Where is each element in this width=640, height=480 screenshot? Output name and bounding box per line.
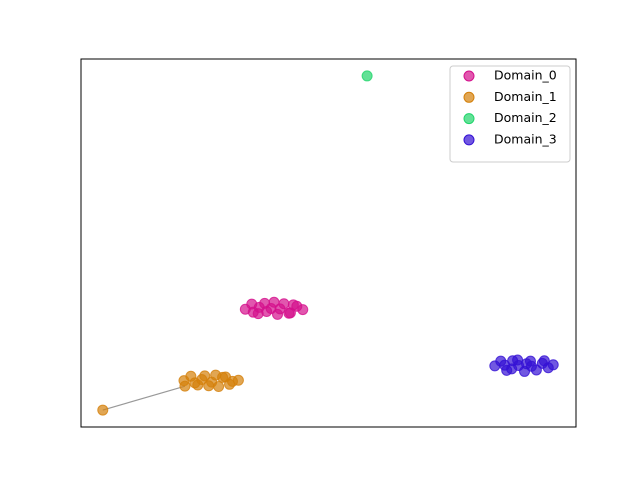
point	[210, 369, 222, 381]
point	[253, 301, 265, 313]
point	[224, 378, 235, 390]
point	[232, 374, 244, 386]
point	[268, 296, 280, 308]
point	[196, 374, 208, 386]
legend-label: Domain_3	[494, 131, 557, 146]
legend-label: Domain_0	[494, 68, 557, 83]
legend-label: Domain_1	[494, 89, 557, 104]
point	[506, 363, 518, 375]
connector	[102, 385, 186, 411]
legend-box	[449, 65, 571, 163]
legend-swatch	[463, 113, 475, 125]
point	[287, 299, 299, 311]
point	[213, 381, 225, 393]
legend-swatch	[463, 70, 475, 82]
point	[297, 304, 309, 316]
point	[361, 70, 373, 82]
legend-swatch	[463, 134, 475, 146]
point	[521, 358, 532, 370]
plot-frame	[80, 58, 577, 428]
legend-swatch	[463, 91, 475, 103]
point	[283, 307, 295, 319]
point	[203, 380, 215, 392]
point	[97, 404, 109, 416]
point	[538, 355, 550, 367]
point	[547, 359, 559, 371]
legend-label: Domain_2	[494, 110, 557, 125]
